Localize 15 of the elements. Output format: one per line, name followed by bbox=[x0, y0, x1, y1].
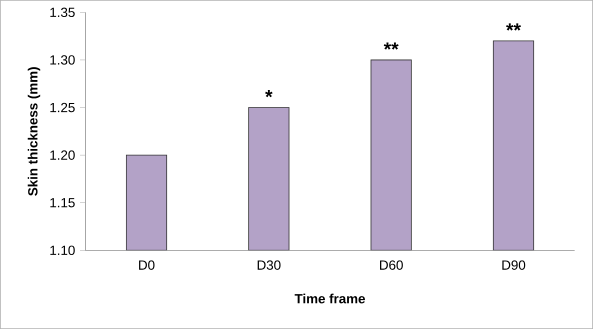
annotation: * bbox=[265, 90, 273, 98]
y-tick-label: 1.35 bbox=[50, 8, 75, 18]
annotation: ** bbox=[384, 42, 399, 50]
y-tick-label: 1.15 bbox=[50, 198, 75, 208]
x-tick-label: D60 bbox=[380, 260, 403, 270]
annotation: ** bbox=[506, 23, 521, 31]
y-tick-label: 1.30 bbox=[50, 55, 75, 65]
x-tick-label: D30 bbox=[258, 260, 281, 270]
x-tick-label: D90 bbox=[502, 260, 526, 270]
y-tick-label: 1.20 bbox=[50, 150, 75, 160]
x-tick-label: D0 bbox=[139, 260, 155, 270]
y-axis-title: Skin thickness (mm) bbox=[28, 67, 40, 196]
y-tick-label: 1.25 bbox=[50, 102, 75, 112]
y-tick-label: 1.10 bbox=[50, 246, 75, 256]
x-axis-title: Time frame bbox=[294, 294, 365, 304]
